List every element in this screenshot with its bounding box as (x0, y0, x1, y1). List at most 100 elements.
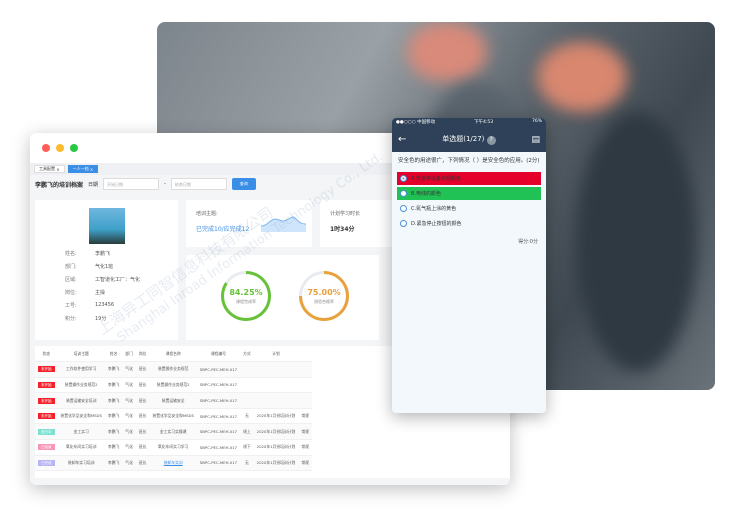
hours-value: 1时34分 (330, 226, 355, 233)
field-value: 123456 (95, 302, 115, 308)
table-cell: SBPC-PEC-MEH-017 (196, 392, 241, 409)
table-cell (253, 377, 299, 394)
table-cell: SBPC-PEC-MEH-017 (196, 423, 241, 441)
answer-card-icon[interactable]: ▤ (531, 134, 540, 145)
table-cell: 常规 (298, 408, 312, 425)
radio-icon[interactable] (400, 175, 407, 182)
radio-icon[interactable] (400, 205, 407, 212)
column-header: 培训主题 (57, 346, 105, 363)
table-cell: 气化 (122, 423, 136, 441)
table-cell: 李鹏飞 (104, 408, 123, 425)
table-cell: 2020年1月份培训计划 (253, 423, 299, 441)
table-cell (240, 361, 254, 378)
table-cell: 氧化车间实习学习 (149, 439, 197, 456)
tab-label: 一人一档 (72, 166, 89, 171)
field-key: 积分: (65, 316, 77, 322)
sparkline (261, 216, 306, 232)
end-date-input[interactable]: 结束日期 (170, 178, 227, 190)
table-cell: SBPC-PEC-MEH-017 (196, 455, 241, 472)
tab-profile[interactable]: 一人一档 × (67, 165, 99, 173)
field-key: 部门: (65, 264, 77, 270)
field-value: 气化1班 (95, 264, 114, 270)
table-cell: 无 (240, 408, 254, 425)
table-cell: 气化 (122, 392, 136, 409)
table-row[interactable]: 已结束 氧化车间实习培训 李鹏飞 气化 班长 氧化车间实习学习 SBPC-PEC-MEH-0… (35, 439, 312, 456)
table-cell: SBPC-PEC-MEH-017 (196, 408, 241, 425)
table-cell: 李鹏飞 (104, 392, 123, 409)
table-cell: 装置运输安全培训 (57, 392, 105, 409)
table-cell: 常规 (298, 423, 312, 441)
table-cell (253, 392, 299, 409)
quiz-title: 单选题(1/27) (442, 135, 485, 143)
table-cell: 无 (240, 455, 254, 472)
field-key: 姓名: (65, 251, 77, 257)
status-badge: 进行中 (38, 428, 55, 435)
table-cell: 李鹏飞 (104, 455, 123, 472)
question-text: 安全色的用途很广，下列情况（ ）是安全色的应用。(2分) (398, 158, 540, 164)
table-row[interactable]: 未开始 装置操作业务规范2 李鹏飞 气化 班长 装置操作业务规范2 SBPC-PEC-MEH… (35, 377, 312, 394)
table-cell (240, 392, 254, 409)
answer-option[interactable]: D.紧急停止按钮的颜色 (397, 217, 541, 230)
table-cell (298, 377, 312, 394)
tab-label: 工具配置 (39, 166, 55, 171)
profile-field: 姓名: 李鹏飞 (65, 250, 148, 257)
table-cell: 装置化学品安全和MSDS (57, 408, 105, 425)
table-cell: 气化 (122, 455, 136, 472)
rate-ring: 75.00% 测验合格率 (299, 271, 349, 321)
table-row[interactable]: 未开始 工作软件使用学习 李鹏飞 气化 班长 装置操作业务规范 SBPC-PEC-MEH-0… (35, 361, 312, 378)
battery: 76% (531, 119, 542, 124)
mobile-quiz: ●●○○○ 中国移动 下午4:53 76% ← 单选题(1/27) ? ▤ 安全… (392, 118, 546, 413)
avatar (89, 208, 125, 244)
answer-option[interactable]: C.氮气瓶上涂的黄色 (397, 202, 541, 215)
status-bar: ●●○○○ 中国移动 下午4:53 76% (392, 118, 546, 127)
tab-tool-config[interactable]: 工具配置 × (34, 165, 65, 173)
status-badge: 未开始 (38, 381, 55, 388)
close-dot[interactable] (42, 144, 50, 152)
table-cell: 装卸车实习培训 (57, 455, 105, 472)
table-cell: 气化 (122, 439, 136, 456)
table-row[interactable]: 已完成 装卸车实习培训 李鹏飞 气化 班长 装卸车实训 SBPC-PEC-MEH-017 无 2… (35, 455, 312, 472)
table-row[interactable]: 进行中 金工实习 李鹏飞 气化 班长 金工实习实操课 SBPC-PEC-MEH-017 线上 2… (35, 423, 312, 441)
table-cell (240, 377, 254, 394)
answer-option[interactable]: B.电线的颜色 (397, 187, 541, 200)
table-cell: 线上 (240, 423, 254, 441)
rate-value: 84.25% (229, 287, 263, 297)
help-icon[interactable]: ? (486, 136, 496, 145)
table-cell: 装置操作业务规范2 (57, 377, 105, 394)
radio-icon[interactable] (400, 190, 407, 197)
answer-option[interactable]: A.管道等设备外观颜色 (397, 172, 541, 185)
table-cell: 装置操作业务规范 (149, 361, 197, 378)
maximize-dot[interactable] (70, 144, 78, 152)
status-badge: 已结束 (38, 444, 55, 451)
status-badge: 未开始 (38, 397, 55, 404)
column-header: 课程名称 (149, 346, 197, 363)
back-arrow-icon[interactable]: ← (398, 134, 407, 145)
table-cell (253, 361, 299, 378)
field-key: 区域: (65, 277, 77, 283)
table-cell: 工作软件使用学习 (57, 361, 105, 378)
field-key: 岗位: (65, 290, 77, 296)
topic-value: 已完成10/应完成12 (196, 226, 250, 233)
column-header: 状态 (35, 346, 58, 363)
rate-label: 测验合格率 (314, 298, 334, 304)
column-header: 计划 (253, 346, 299, 363)
date-separator: - (164, 181, 166, 187)
start-date-input[interactable]: 开始日期 (103, 178, 160, 190)
table-cell: 2020年1月份培训计划 (253, 455, 299, 472)
option-text: A.管道等设备外观颜色 (411, 176, 461, 182)
table-cell: 装置运输安全 (149, 392, 197, 409)
table-cell: 气化 (122, 377, 136, 394)
table-cell: 金工实习 (57, 423, 105, 441)
date-label: 日期 (88, 181, 99, 188)
column-header: 课程编号 (196, 346, 241, 363)
radio-icon[interactable] (400, 220, 407, 227)
table-cell: 班长 (135, 423, 150, 441)
search-button[interactable]: 查询 (231, 178, 256, 190)
minimize-dot[interactable] (56, 144, 64, 152)
table-row[interactable]: 未开始 装置运输安全培训 李鹏飞 气化 班长 装置运输安全 SBPC-PEC-MEH-017 (35, 392, 312, 409)
table-cell: 2020年1月份培训计划 (253, 439, 299, 456)
table-cell: 装置操作业务规范2 (149, 377, 197, 394)
table-cell: 李鹏飞 (104, 439, 123, 456)
table-row[interactable]: 未开始 装置化学品安全和MSDS 李鹏飞 气化 班长 装置化学品安全和MSDS SBPC-P… (35, 408, 312, 425)
table-cell: 李鹏飞 (104, 423, 123, 441)
